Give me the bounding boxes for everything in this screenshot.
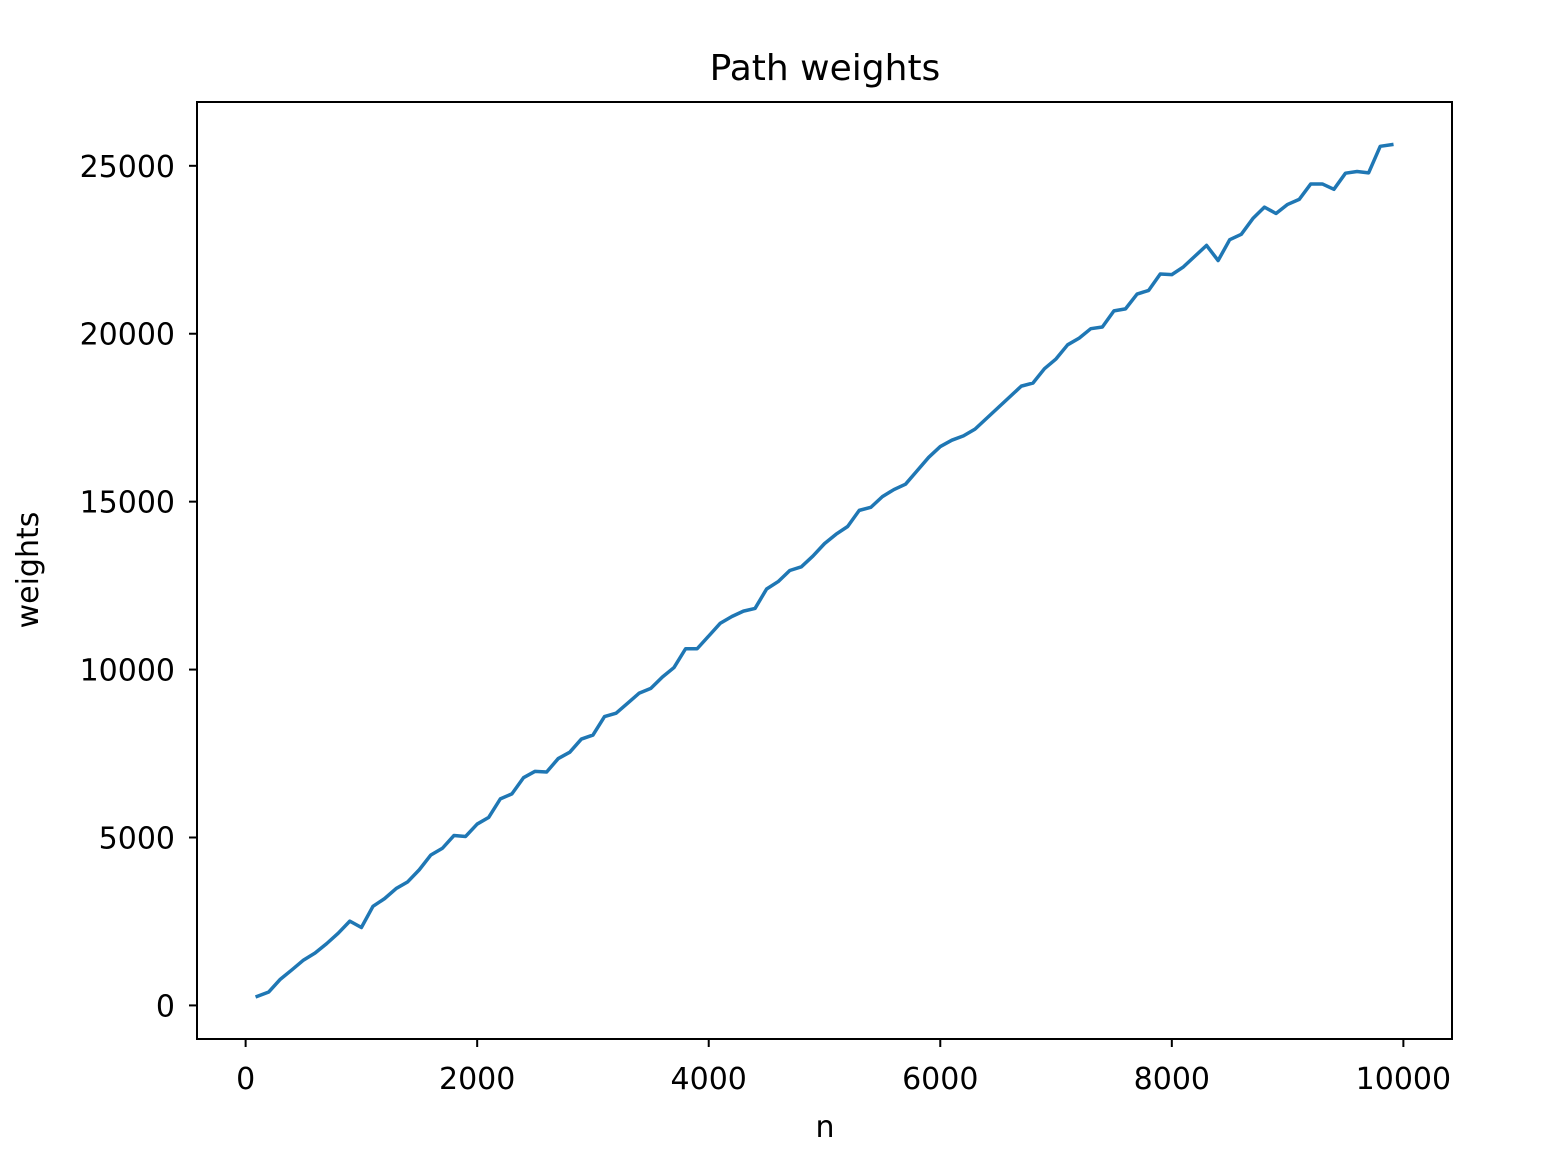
chart-title: Path weights xyxy=(710,48,941,89)
x-axis-ticks: 0 2000 4000 6000 8000 10000 xyxy=(236,1039,1451,1097)
y-axis-label: weights xyxy=(11,512,46,629)
x-tick-label: 4000 xyxy=(671,1062,747,1097)
y-axis-ticks: 0 5000 10000 15000 20000 25000 xyxy=(80,150,197,1024)
x-tick-label: 8000 xyxy=(1134,1062,1210,1097)
x-tick-label: 2000 xyxy=(439,1062,515,1097)
y-tick-label: 5000 xyxy=(99,821,175,856)
x-tick-label: 10000 xyxy=(1356,1062,1451,1097)
y-tick-label: 25000 xyxy=(80,150,175,185)
x-tick-label: 0 xyxy=(236,1062,255,1097)
plot-frame xyxy=(196,101,1453,1040)
series-line xyxy=(254,142,1394,999)
y-tick-label: 10000 xyxy=(80,654,175,689)
x-axis-label: n xyxy=(815,1110,834,1145)
y-tick-label: 20000 xyxy=(80,318,175,353)
y-tick-label: 15000 xyxy=(80,486,175,521)
y-tick-label: 0 xyxy=(156,989,175,1024)
x-tick-label: 6000 xyxy=(902,1062,978,1097)
